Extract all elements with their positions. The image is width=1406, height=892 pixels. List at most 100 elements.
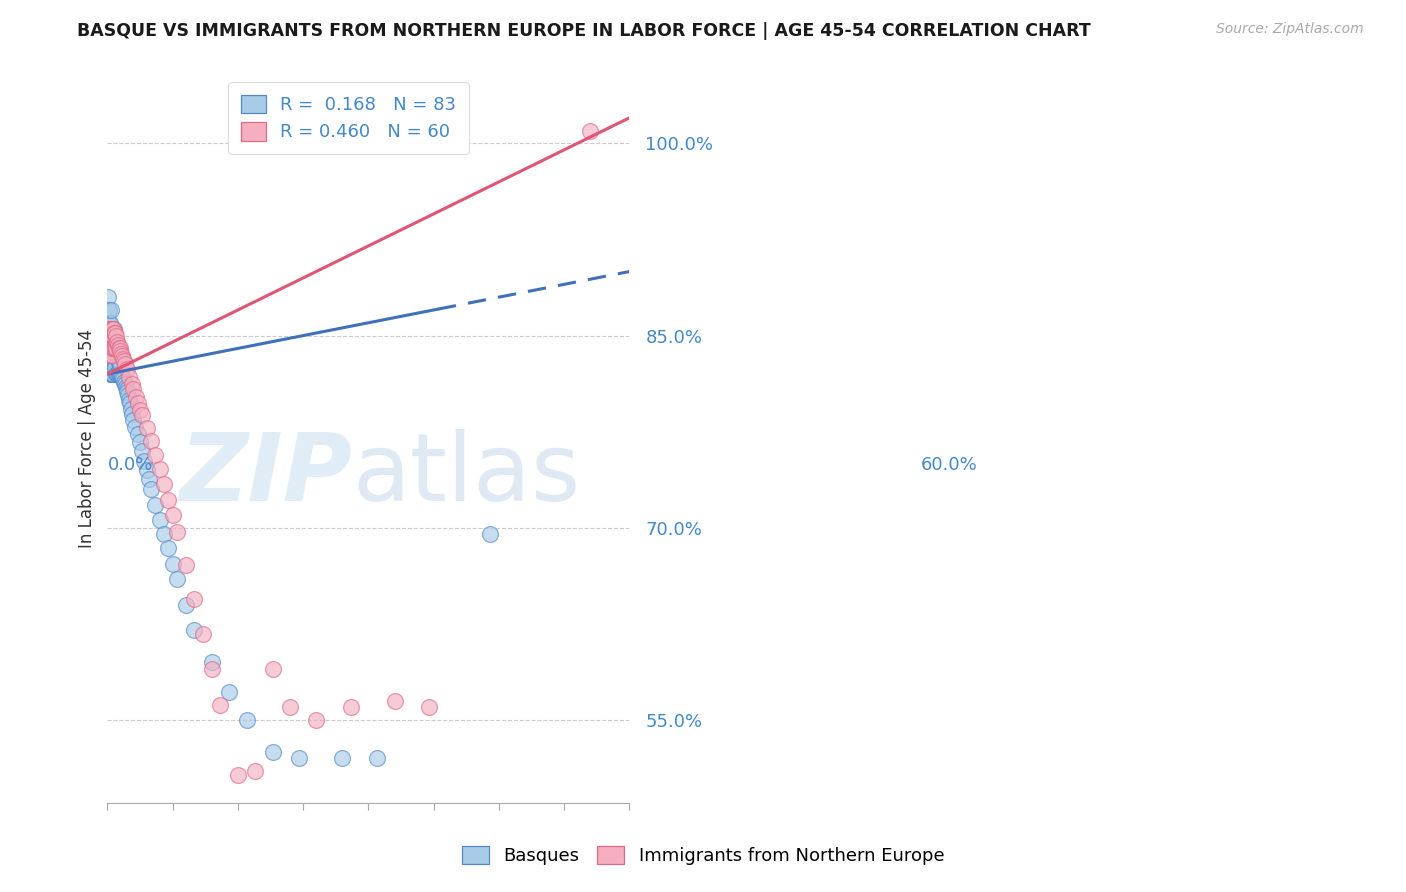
Point (105, 328, 128, 343)
Point (105, 367, 128, 381)
Text: 0.0%: 0.0% (107, 457, 153, 475)
Point (107, 342, 129, 356)
Text: Source: ZipAtlas.com: Source: ZipAtlas.com (1216, 22, 1364, 37)
Point (110, 357, 132, 371)
Point (218, 684, 240, 698)
Point (117, 387, 139, 401)
Text: atlas: atlas (353, 428, 581, 521)
Legend: R =  0.168   N = 83, R = 0.460   N = 60: R = 0.168 N = 83, R = 0.460 N = 60 (228, 82, 470, 154)
Point (110, 367, 132, 381)
Point (107, 337, 129, 351)
Point (149, 513, 172, 527)
Point (138, 472, 160, 486)
Point (103, 322, 125, 336)
Point (166, 572, 188, 586)
Point (97, 348, 120, 362)
Point (129, 434, 152, 449)
Point (100, 328, 122, 343)
Point (288, 751, 311, 765)
Point (103, 348, 125, 362)
Point (98, 322, 121, 336)
Point (107, 367, 129, 381)
Point (139, 434, 162, 448)
Text: BASQUE VS IMMIGRANTS FROM NORTHERN EUROPE IN LABOR FORCE | AGE 45-54 CORRELATION: BASQUE VS IMMIGRANTS FROM NORTHERN EUROP… (77, 22, 1091, 40)
Point (110, 346, 132, 360)
Point (98, 328, 121, 343)
Point (97, 328, 120, 343)
Point (209, 698, 232, 712)
Point (100, 348, 122, 362)
Point (112, 351, 135, 366)
Point (98, 354, 121, 368)
Point (122, 383, 145, 397)
Point (153, 477, 176, 491)
Point (226, 768, 249, 782)
Point (153, 527, 176, 541)
Legend: Basques, Immigrants from Northern Europe: Basques, Immigrants from Northern Europe (454, 838, 952, 872)
Point (278, 700, 301, 714)
Point (131, 443, 153, 458)
Point (100, 334, 122, 349)
Point (118, 396, 141, 410)
Point (98, 316, 121, 330)
Point (97, 302, 120, 317)
Point (100, 322, 122, 336)
Point (97, 328, 120, 343)
Point (157, 492, 180, 507)
Point (98, 367, 121, 381)
Point (262, 662, 284, 676)
Point (129, 403, 152, 417)
Point (114, 380, 136, 394)
Point (305, 713, 328, 727)
Point (112, 375, 135, 389)
Point (104, 342, 127, 356)
Point (124, 419, 146, 434)
Point (105, 334, 128, 349)
Point (174, 558, 197, 572)
Point (135, 421, 157, 435)
Point (103, 360, 125, 375)
Text: 60.0%: 60.0% (921, 457, 977, 475)
Point (125, 390, 148, 404)
Point (115, 383, 138, 397)
Point (100, 354, 122, 368)
Point (139, 483, 162, 497)
Point (112, 354, 135, 368)
Y-axis label: In Labor Force | Age 45-54: In Labor Force | Age 45-54 (79, 328, 96, 548)
Point (100, 322, 122, 336)
Point (103, 342, 125, 356)
Point (127, 427, 149, 442)
Point (114, 357, 136, 371)
Point (108, 342, 131, 356)
Point (97, 316, 120, 330)
Point (162, 557, 184, 571)
Point (340, 700, 363, 714)
Point (101, 322, 124, 336)
Point (104, 326, 127, 340)
Point (162, 508, 184, 522)
Point (132, 454, 155, 468)
Point (121, 407, 143, 421)
Point (100, 342, 122, 356)
Point (103, 342, 125, 356)
Point (122, 413, 145, 427)
Point (201, 662, 224, 676)
Point (101, 348, 124, 362)
Point (118, 369, 141, 384)
Point (103, 322, 125, 336)
Point (127, 396, 149, 410)
Point (174, 598, 197, 612)
Point (110, 367, 132, 381)
Point (143, 448, 166, 462)
Point (105, 348, 128, 362)
Point (98, 354, 121, 368)
Point (98, 302, 121, 317)
Point (100, 342, 122, 356)
Point (100, 302, 122, 317)
Point (111, 369, 134, 384)
Point (105, 342, 128, 356)
Point (131, 408, 153, 422)
Point (183, 592, 205, 607)
Text: ZIP: ZIP (180, 428, 353, 521)
Point (100, 367, 122, 381)
